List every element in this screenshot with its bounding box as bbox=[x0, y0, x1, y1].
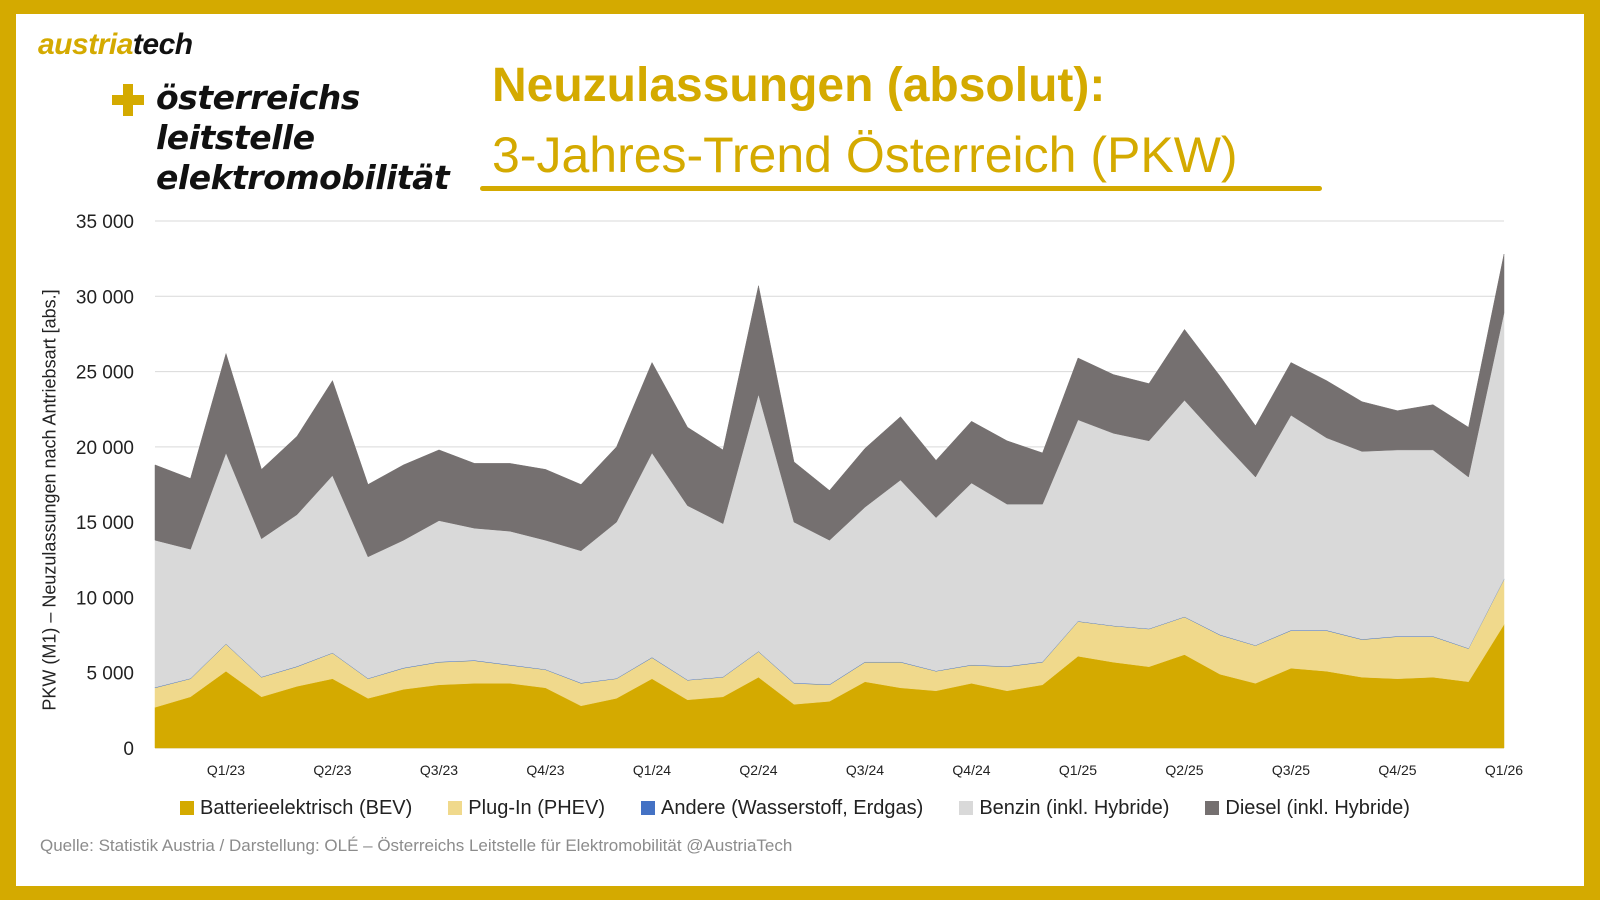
area-layer bbox=[154, 254, 1505, 749]
logo-part-tech: tech bbox=[132, 28, 193, 61]
axis-layer: 0 5 000 10 000 15 000 20 000 25 000 30 000 35 0… bbox=[76, 212, 1523, 778]
legend-swatch-diesel bbox=[1205, 801, 1220, 815]
x-tick-label: Q2/25 bbox=[1165, 762, 1203, 778]
legend-swatch-benzin bbox=[959, 801, 974, 815]
plus-icon bbox=[112, 84, 144, 116]
x-tick-label: Q2/23 bbox=[313, 762, 351, 778]
x-tick-label: Q4/23 bbox=[526, 762, 564, 778]
legend-label-benzin: Benzin (inkl. Hybride) bbox=[979, 796, 1170, 819]
x-tick-label: Q4/25 bbox=[1378, 762, 1416, 778]
x-tick-label: Q1/23 bbox=[207, 762, 245, 778]
y-tick-label: 20 000 bbox=[76, 438, 134, 459]
ole-line-3: elektromobilität bbox=[156, 158, 450, 197]
chart-title: Neuzulassungen (absolut): bbox=[492, 59, 1106, 112]
x-tick-label: Q3/24 bbox=[846, 762, 884, 778]
legend: Batterieelektrisch (BEV) Plug-In (PHEV) … bbox=[180, 794, 1410, 822]
x-tick-label: Q3/25 bbox=[1272, 762, 1310, 778]
x-tick-label: Q3/23 bbox=[420, 762, 458, 778]
x-tick-label: Q1/24 bbox=[633, 762, 671, 778]
logo-part-austria: austria bbox=[38, 28, 133, 61]
legend-swatch-bev bbox=[180, 801, 194, 815]
legend-item-benzin: Benzin (inkl. Hybride) bbox=[959, 797, 1169, 820]
x-tick-label: Q1/26 bbox=[1485, 762, 1523, 778]
legend-label-phev: Plug-In (PHEV) bbox=[468, 796, 606, 819]
legend-item-phev: Plug-In (PHEV) bbox=[448, 797, 605, 820]
title-underline bbox=[480, 186, 1322, 191]
source-note: Quelle: Statistik Austria / Darstellung:… bbox=[40, 836, 793, 855]
ole-line-2: leitstelle bbox=[156, 118, 315, 157]
y-tick-label: 30 000 bbox=[76, 287, 134, 308]
y-tick-label: 15 000 bbox=[76, 513, 134, 534]
y-tick-label: 35 000 bbox=[76, 212, 134, 233]
x-tick-label: Q2/24 bbox=[739, 762, 777, 778]
x-tick-label: Q1/25 bbox=[1059, 762, 1097, 778]
legend-label-bev: Batterieelektrisch (BEV) bbox=[200, 796, 413, 819]
legend-item-andere: Andere (Wasserstoff, Erdgas) bbox=[641, 797, 923, 820]
y-tick-label: 10 000 bbox=[76, 588, 134, 609]
x-tick-label: Q4/24 bbox=[952, 762, 990, 778]
y-tick-label: 5 000 bbox=[86, 664, 134, 685]
legend-label-diesel: Diesel (inkl. Hybride) bbox=[1225, 796, 1410, 819]
legend-swatch-andere bbox=[641, 801, 656, 815]
legend-item-bev: Batterieelektrisch (BEV) bbox=[180, 797, 412, 820]
legend-swatch-phev bbox=[448, 801, 463, 815]
ole-line-1: österreichs bbox=[156, 78, 360, 117]
area-series-4 bbox=[154, 254, 1505, 558]
austriatech-logo: austriatech bbox=[38, 28, 193, 62]
y-tick-label: 0 bbox=[123, 739, 134, 760]
legend-item-diesel: Diesel (inkl. Hybride) bbox=[1205, 797, 1410, 820]
legend-label-andere: Andere (Wasserstoff, Erdgas) bbox=[661, 796, 924, 819]
ole-logo: österreichs leitstelle elektromobilität bbox=[112, 78, 450, 198]
chart-subtitle: 3-Jahres-Trend Österreich (PKW) bbox=[492, 127, 1238, 183]
y-tick-label: 25 000 bbox=[76, 363, 134, 384]
